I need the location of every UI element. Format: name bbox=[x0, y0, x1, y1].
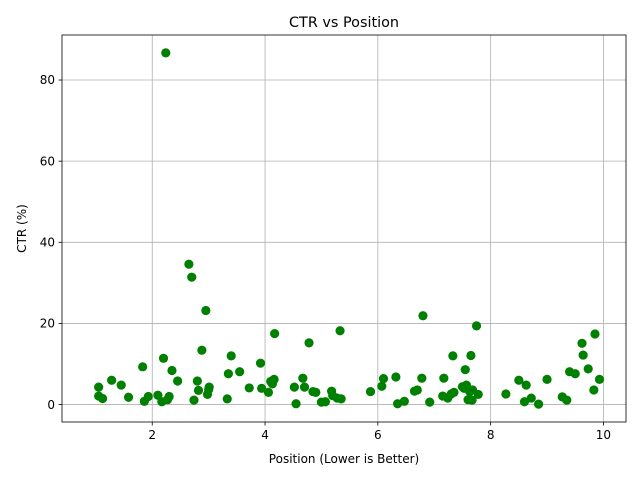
x-tick-label: 8 bbox=[487, 428, 495, 442]
data-point bbox=[269, 374, 279, 385]
data-point bbox=[577, 338, 587, 348]
data-point bbox=[222, 394, 232, 404]
data-point bbox=[204, 382, 214, 392]
data-point bbox=[418, 311, 428, 321]
data-point bbox=[425, 397, 435, 407]
data-point bbox=[192, 376, 202, 386]
data-point bbox=[94, 382, 104, 392]
x-axis-label: Position (Lower is Better) bbox=[269, 452, 419, 466]
data-point bbox=[417, 373, 427, 383]
data-point bbox=[158, 353, 169, 363]
data-point bbox=[365, 386, 376, 397]
data-point bbox=[460, 365, 470, 375]
x-tick-label: 4 bbox=[261, 428, 269, 442]
data-point bbox=[291, 399, 301, 409]
data-point bbox=[173, 376, 183, 386]
y-tick-label: 20 bbox=[40, 317, 55, 331]
data-point bbox=[107, 375, 117, 385]
data-point bbox=[467, 395, 477, 405]
data-point bbox=[226, 351, 236, 361]
data-points bbox=[94, 48, 605, 409]
data-point bbox=[201, 305, 211, 316]
data-point bbox=[263, 387, 274, 397]
data-point bbox=[257, 383, 267, 393]
data-point bbox=[138, 362, 148, 372]
data-point bbox=[378, 373, 389, 384]
data-point bbox=[471, 321, 482, 331]
data-point bbox=[590, 329, 600, 339]
data-point bbox=[164, 391, 174, 402]
data-point bbox=[235, 367, 245, 377]
data-point bbox=[193, 385, 204, 395]
data-point bbox=[289, 382, 299, 392]
plot-frame bbox=[61, 34, 627, 423]
axis-ticks: 2 4 6 8 10 0 20 40 60 80 bbox=[40, 73, 611, 442]
data-point bbox=[562, 395, 572, 405]
chart-title: CTR vs Position bbox=[289, 15, 399, 31]
data-point bbox=[298, 373, 308, 383]
data-point bbox=[449, 387, 459, 397]
data-point bbox=[255, 358, 266, 368]
data-point bbox=[167, 365, 177, 376]
data-point bbox=[304, 338, 314, 348]
data-point bbox=[594, 374, 605, 385]
data-point bbox=[526, 393, 536, 403]
data-point bbox=[197, 345, 207, 355]
y-tick-label: 0 bbox=[47, 398, 55, 412]
data-point bbox=[335, 326, 345, 336]
gridlines bbox=[62, 35, 626, 422]
data-point bbox=[320, 397, 330, 407]
data-point bbox=[311, 387, 321, 397]
data-point bbox=[448, 351, 458, 361]
y-axis-label: CTR (%) bbox=[15, 204, 29, 253]
data-point bbox=[578, 350, 588, 360]
data-point bbox=[570, 369, 580, 379]
data-point bbox=[116, 380, 126, 390]
data-point bbox=[589, 385, 599, 395]
data-point bbox=[187, 272, 197, 282]
data-point bbox=[189, 395, 199, 405]
data-point bbox=[466, 350, 476, 361]
x-tick-label: 2 bbox=[148, 428, 156, 442]
data-point bbox=[391, 372, 401, 382]
data-point bbox=[270, 328, 280, 339]
data-point bbox=[439, 373, 449, 383]
data-point bbox=[184, 259, 194, 269]
y-tick-label: 80 bbox=[40, 73, 55, 87]
data-point bbox=[514, 375, 524, 385]
data-point bbox=[336, 394, 346, 404]
data-point bbox=[501, 389, 511, 399]
data-point bbox=[244, 383, 254, 393]
data-point bbox=[223, 369, 233, 379]
data-point bbox=[412, 385, 422, 395]
data-point bbox=[377, 381, 387, 391]
data-point bbox=[143, 391, 153, 402]
y-tick-label: 60 bbox=[40, 154, 55, 168]
data-point bbox=[161, 48, 171, 58]
data-point bbox=[98, 393, 108, 404]
data-point bbox=[583, 364, 593, 374]
data-point bbox=[533, 399, 544, 409]
data-point bbox=[519, 397, 530, 407]
y-tick-label: 40 bbox=[40, 235, 55, 249]
data-point bbox=[123, 392, 134, 402]
data-point bbox=[521, 380, 531, 390]
data-point bbox=[399, 396, 409, 406]
x-tick-label: 6 bbox=[374, 428, 382, 442]
data-point bbox=[542, 374, 552, 385]
x-tick-label: 10 bbox=[596, 428, 611, 442]
data-point bbox=[473, 389, 483, 400]
data-point bbox=[299, 382, 310, 392]
